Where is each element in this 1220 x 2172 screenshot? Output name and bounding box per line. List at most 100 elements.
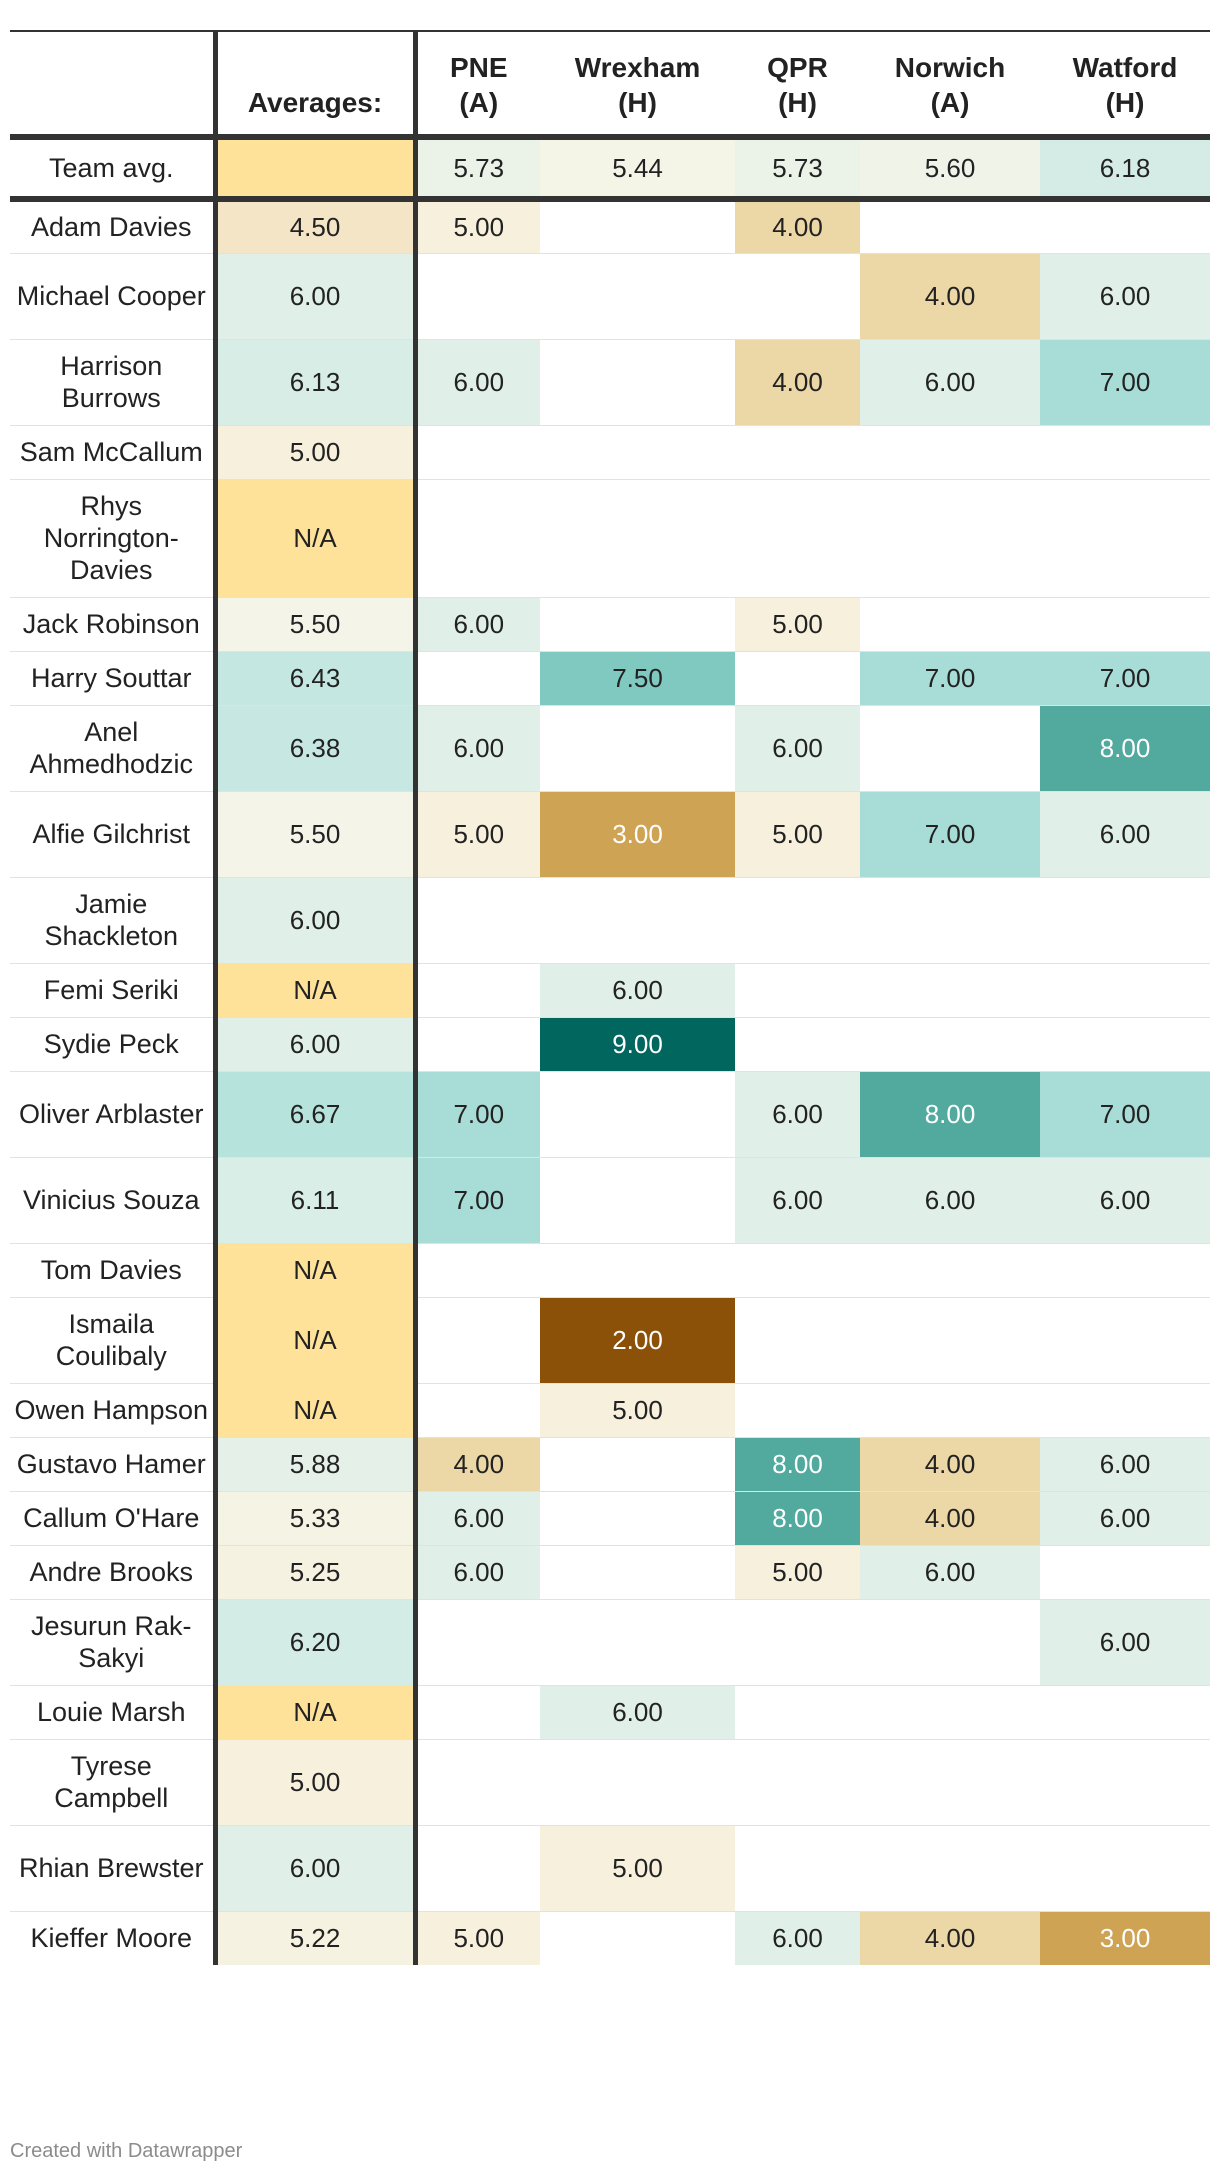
player-average-cell: N/A — [212, 1243, 418, 1298]
player-average-cell: 6.67 — [212, 1071, 418, 1158]
player-score-cell — [540, 339, 735, 426]
player-score-cell: 4.00 — [415, 1437, 540, 1492]
column-header-averages: Averages: — [212, 31, 418, 137]
player-score-cell: 6.00 — [1040, 1491, 1210, 1546]
player-score-cell — [735, 425, 860, 480]
player-score-cell: 8.00 — [860, 1071, 1040, 1158]
player-average-cell: 5.22 — [212, 1911, 418, 1965]
player-average-cell: 6.11 — [212, 1157, 418, 1244]
player-score-cell — [415, 1297, 540, 1384]
player-row: Rhian Brewster 6.00 5.00 — [10, 1825, 1210, 1912]
player-score-cell: 6.00 — [735, 1157, 860, 1244]
player-average-cell: 5.25 — [212, 1545, 418, 1600]
player-score-cell: 6.00 — [415, 339, 540, 426]
player-name: Louie Marsh — [10, 1685, 215, 1740]
player-score-cell — [735, 1825, 860, 1912]
player-score-cell — [1040, 1825, 1210, 1912]
player-score-cell — [540, 425, 735, 480]
player-score-cell — [735, 1017, 860, 1072]
player-score-cell — [540, 705, 735, 792]
player-row: Sam McCallum 5.00 — [10, 425, 1210, 480]
column-header-line2: (A) — [459, 87, 499, 118]
player-name: Vinicius Souza — [10, 1157, 215, 1244]
player-score-cell: 6.00 — [415, 1491, 540, 1546]
player-score-cell: 7.00 — [1040, 1071, 1210, 1158]
player-score-cell: 6.00 — [735, 1071, 860, 1158]
column-header-line2: (H) — [618, 87, 657, 118]
player-name: Rhys Norrington-Davies — [10, 479, 215, 598]
player-score-cell — [735, 1599, 860, 1686]
team-avg-score-cell: 5.73 — [415, 137, 540, 200]
player-average-cell: 6.13 — [212, 339, 418, 426]
player-score-cell — [540, 253, 735, 340]
player-score-cell — [860, 963, 1040, 1018]
player-score-cell — [540, 1599, 735, 1686]
player-average-cell: 6.00 — [212, 1825, 418, 1912]
player-score-cell: 5.00 — [540, 1825, 735, 1912]
player-row: Michael Cooper 6.00 4.00 6.00 — [10, 253, 1210, 340]
player-score-cell: 5.00 — [415, 791, 540, 878]
player-score-cell — [735, 877, 860, 964]
player-average-cell: 5.50 — [212, 791, 418, 878]
player-score-cell — [860, 597, 1040, 652]
player-score-cell — [1040, 1297, 1210, 1384]
player-average-cell: N/A — [212, 1383, 418, 1438]
player-name: Gustavo Hamer — [10, 1437, 215, 1492]
player-score-cell: 5.00 — [415, 199, 540, 254]
player-score-cell — [860, 1825, 1040, 1912]
player-score-cell: 4.00 — [860, 1911, 1040, 1965]
player-score-cell — [1040, 1685, 1210, 1740]
player-score-cell: 5.00 — [540, 1383, 735, 1438]
player-score-cell — [415, 1825, 540, 1912]
player-score-cell — [735, 1739, 860, 1826]
player-score-cell — [540, 1911, 735, 1965]
player-score-cell: 6.00 — [540, 1685, 735, 1740]
player-name: Harrison Burrows — [10, 339, 215, 426]
player-score-cell — [415, 651, 540, 706]
player-name: Andre Brooks — [10, 1545, 215, 1600]
header-row: Averages: PNE (A) Wrexham (H) QPR (H) Norwich (A… — [10, 31, 1210, 137]
player-score-cell: 6.00 — [415, 1545, 540, 1600]
player-score-cell: 7.00 — [415, 1071, 540, 1158]
player-score-cell: 6.00 — [1040, 253, 1210, 340]
player-score-cell: 6.00 — [735, 705, 860, 792]
player-average-cell: N/A — [212, 963, 418, 1018]
column-header: QPR (H) — [735, 31, 860, 137]
player-score-cell: 6.00 — [860, 1545, 1040, 1600]
player-score-cell: 2.00 — [540, 1297, 735, 1384]
column-header: Norwich (A) — [860, 31, 1040, 137]
player-score-cell: 6.00 — [860, 339, 1040, 426]
column-header — [10, 31, 215, 137]
player-average-cell: 5.33 — [212, 1491, 418, 1546]
player-score-cell — [540, 1545, 735, 1600]
player-name: Oliver Arblaster — [10, 1071, 215, 1158]
player-name: Kieffer Moore — [30, 1923, 193, 1954]
player-row: Jamie Shackleton 6.00 — [10, 877, 1210, 964]
player-score-cell — [735, 1383, 860, 1438]
player-name: Jack Robinson — [10, 597, 215, 652]
player-row: Gustavo Hamer 5.88 4.00 8.00 4.00 6.00 — [10, 1437, 1210, 1492]
player-average-cell: N/A — [212, 1685, 418, 1740]
player-name: Callum O'Hare — [10, 1491, 215, 1546]
player-row: Femi Seriki N/A 6.00 — [10, 963, 1210, 1018]
player-score-cell: 3.00 — [1040, 1911, 1210, 1965]
player-score-cell — [540, 1739, 735, 1826]
player-score-cell — [540, 1491, 735, 1546]
player-average-cell: 6.38 — [212, 705, 418, 792]
column-header-line1: Watford — [1072, 52, 1178, 83]
player-average-cell: 6.00 — [212, 877, 418, 964]
player-average-cell: 6.00 — [212, 253, 418, 340]
player-name: Jesurun Rak-Sakyi — [10, 1599, 215, 1686]
player-score-cell: 4.00 — [735, 339, 860, 426]
player-row: Vinicius Souza 6.11 7.00 6.00 6.00 6.00 — [10, 1157, 1210, 1244]
player-name: Sydie Peck — [10, 1017, 215, 1072]
player-score-cell — [1040, 479, 1210, 598]
player-score-cell: 7.00 — [1040, 651, 1210, 706]
player-score-cell — [735, 651, 860, 706]
player-average-cell: N/A — [212, 1297, 418, 1384]
player-average-cell: 5.88 — [212, 1437, 418, 1492]
player-score-cell: 6.00 — [735, 1911, 860, 1965]
column-header-line1: Norwich — [894, 52, 1006, 83]
player-average-cell: 6.20 — [212, 1599, 418, 1686]
player-score-cell — [1040, 963, 1210, 1018]
